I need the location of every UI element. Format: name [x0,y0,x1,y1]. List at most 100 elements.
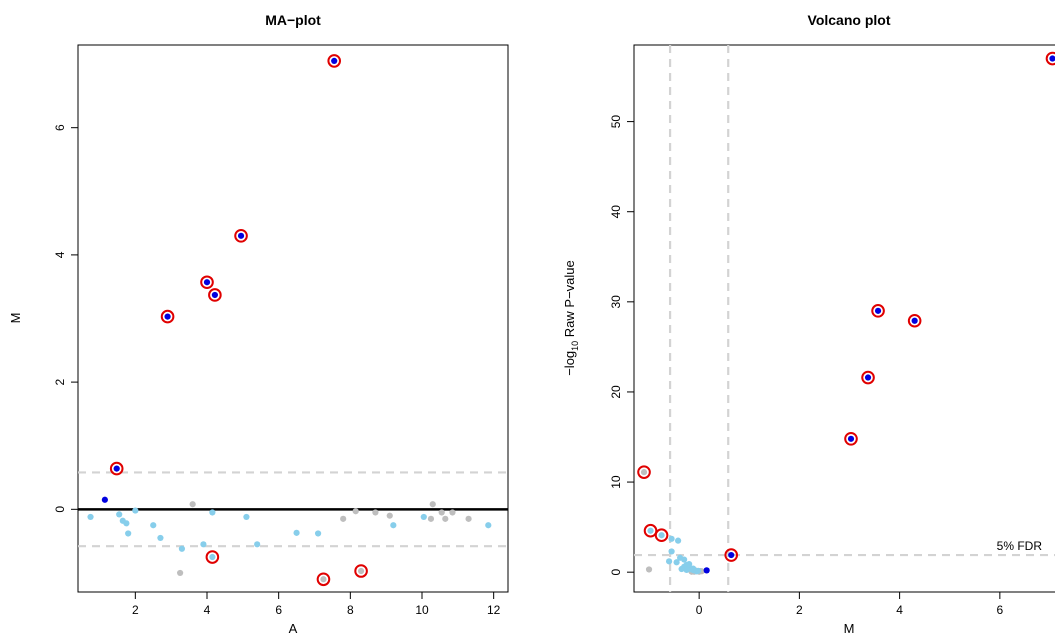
ma-highlight-ring [160,309,175,324]
fdr-annotation: 5% FDR [997,539,1043,553]
ma-point-light [254,541,261,548]
ma-highlight-ring [354,564,368,578]
ma-point-light [200,541,207,548]
vp-x-tick-label: 0 [696,603,703,617]
ma-plot-ylabel: M [8,313,23,324]
vp-point-light [683,566,690,574]
vp-highlight-ring [724,548,739,562]
vp-point-light [668,535,675,542]
ma-point-light [150,522,157,529]
ma-point-light [116,511,123,518]
vp-x-tick-label: 6 [997,603,1004,617]
ma-highlight-ring [316,572,331,587]
ma-point-grey [427,515,435,522]
ma-y-tick-label: 6 [53,124,67,131]
ma-point-light [314,530,322,537]
vp-point-light [690,565,697,572]
ma-y-tick-label: 2 [53,378,67,385]
ma-highlight-ring [109,461,124,476]
ma-point-grey [386,512,393,519]
ma-point-grey [357,567,365,575]
vp-point-light [668,548,675,555]
vp-point-light [695,567,702,574]
vp-point-grey [640,469,648,476]
vp-point-light [665,558,673,565]
ma-plot-frame [77,44,509,593]
ma-highlight-ring [327,54,342,68]
ma-point-significant [203,279,211,286]
ma-x-tick-label: 10 [415,603,429,617]
vp-point-significant [1049,55,1055,62]
ma-point-light [243,513,250,521]
ma-point-grey [442,515,449,522]
vp-highlight-ring [1045,51,1055,66]
vp-point-significant [847,435,855,442]
vp-y-tick-label: 10 [609,475,623,489]
ma-x-tick-label: 6 [275,603,282,617]
vp-point-light [686,560,693,568]
ma-point-light [157,534,164,542]
ma-plot-title: MA−plot [265,12,321,28]
vp-point-significant [728,551,735,559]
vp-highlight-ring [907,313,922,328]
vp-highlight-ring [654,528,669,543]
volcano-plot-ylabel: −log10 Raw P−value [562,260,580,376]
ma-point-grey [465,515,472,522]
ma-point-grey [429,501,436,508]
vp-point-light [681,556,688,563]
ma-y-tick-label: 4 [53,251,67,258]
vp-point-light [678,565,685,573]
vp-point-grey [645,566,653,573]
vp-x-tick-label: 2 [796,603,803,617]
ma-point-light [293,529,300,536]
ma-point-light [209,509,216,516]
ma-x-tick-label: 4 [204,603,211,617]
vp-y-tick-label: 30 [609,295,623,309]
vp-point-significant [911,317,918,324]
volcano-plot-title: Volcano plot [808,12,891,28]
ma-highlight-ring [205,550,220,564]
vp-y-tick-label: 0 [609,569,623,576]
volcano-plot-panel: Volcano plot 0 2 4 6 0 10 20 30 40 50 5% FDR M −l… [562,12,1055,636]
vp-highlight-ring [871,304,885,318]
ma-point-grey [352,508,359,515]
ma-point-light [123,520,130,527]
vp-y-tick-label: 20 [609,385,623,399]
ma-x-tick-label: 12 [487,603,501,617]
vp-highlight-ring [637,465,651,479]
ma-point-light [178,545,186,552]
vp-y-tick-label: 50 [609,115,623,129]
ma-point-light [420,513,427,521]
ma-point-light [132,507,139,514]
ma-plot-panel: MA−plot 2 4 6 8 10 12 0 2 4 6 A M [8,12,509,636]
ma-point-significant [164,313,171,320]
ma-point-grey [340,515,347,522]
ma-point-grey [189,501,196,508]
ma-point-significant [211,291,218,299]
vp-point-light [673,559,680,566]
ma-point-significant [101,496,108,503]
ma-x-tick-label: 2 [132,603,139,617]
ma-highlight-ring [234,229,248,243]
ma-highlight-ring [208,288,222,302]
vp-point-light [675,537,682,544]
vp-y-tick-label: 40 [609,205,623,219]
ma-plot-xlabel: A [289,621,298,636]
vp-point-significant [703,567,710,574]
ma-point-grey [449,509,456,516]
ma-x-tick-label: 8 [347,603,354,617]
vp-point-light [647,527,654,534]
ma-point-significant [113,465,120,472]
volcano-plot-frame [633,44,1055,593]
vp-highlight-ring [643,523,658,538]
ma-point-light [390,522,397,529]
ma-point-significant [237,232,245,239]
ma-point-light [87,513,94,521]
vp-x-tick-label: 4 [896,603,903,617]
ma-point-light [125,530,132,537]
ma-point-light [485,522,492,529]
ma-point-significant [331,57,338,65]
vp-highlight-ring [844,432,858,446]
ma-point-grey [320,576,327,583]
